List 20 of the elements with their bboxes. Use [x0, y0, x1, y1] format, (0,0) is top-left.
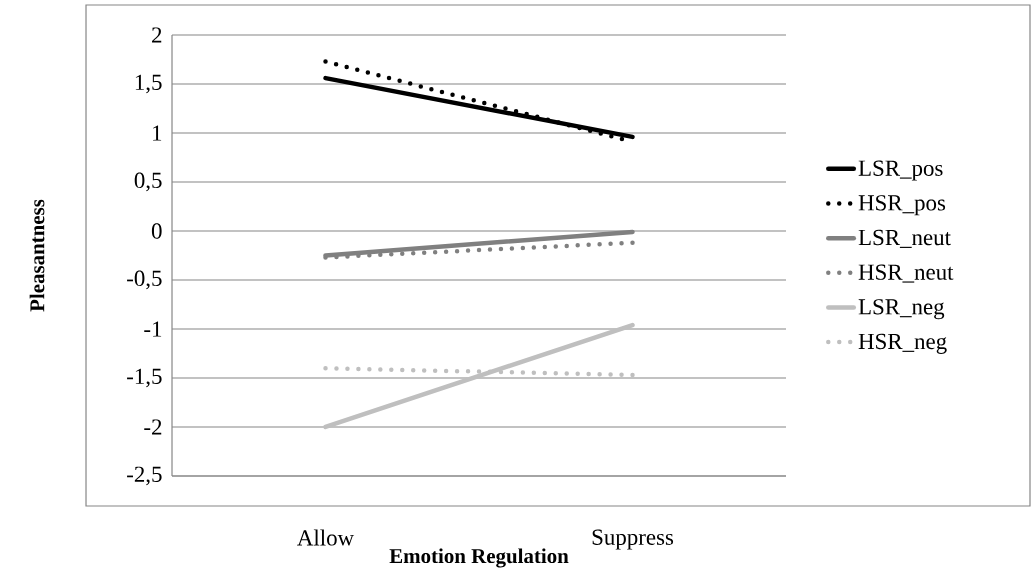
- y-tick-label: -0,5: [127, 270, 162, 290]
- legend-label: LSR_neut: [858, 229, 951, 248]
- y-tick-label: -2: [144, 419, 162, 435]
- legend-label: HSR_neg: [858, 333, 947, 354]
- y-tick-label: 0,5: [134, 172, 162, 192]
- y-tick-label: 2: [152, 27, 162, 43]
- y-tick-label: -1,5: [127, 368, 162, 388]
- legend-label: LSR_pos: [858, 160, 943, 181]
- y-tick-label: -1: [144, 321, 162, 337]
- y-axis-title: Pleasantness: [29, 199, 45, 312]
- legend-label: LSR_neg: [858, 299, 945, 320]
- legend-label: HSR_pos: [858, 195, 946, 216]
- y-tick-label: -2,5: [127, 466, 162, 486]
- y-tick-label: 1,5: [135, 74, 162, 94]
- x-tick-label: Allow: [297, 529, 355, 546]
- x-axis-title: Emotion Regulation: [389, 548, 569, 568]
- y-tick-label: 1: [153, 125, 162, 141]
- y-tick-label: 0: [151, 223, 162, 239]
- x-tick-label: Suppress: [592, 529, 674, 550]
- legend-label: HSR_neut: [858, 264, 954, 283]
